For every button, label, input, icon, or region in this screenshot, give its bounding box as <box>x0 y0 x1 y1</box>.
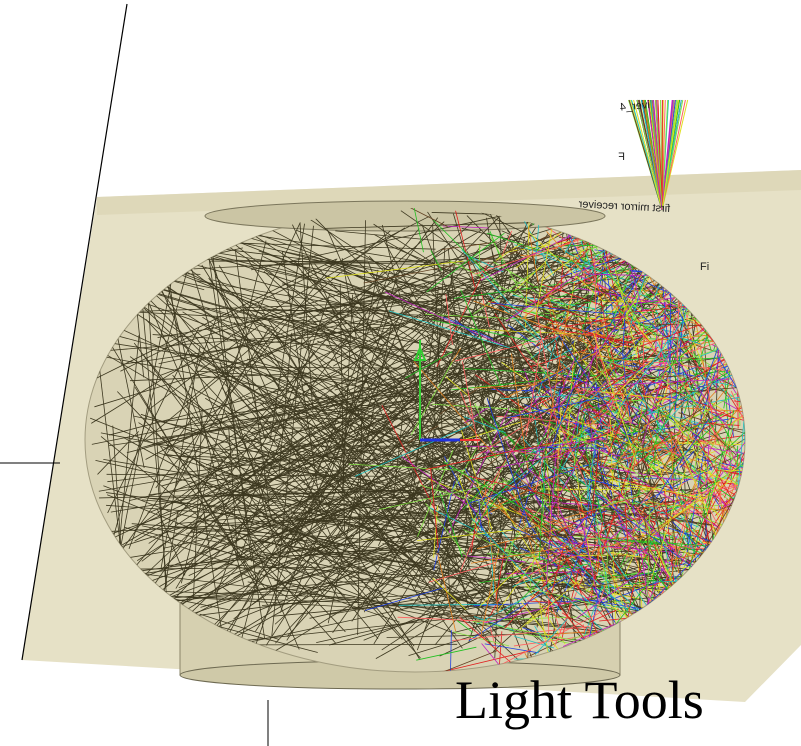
ray <box>254 644 457 645</box>
page: iver_4 F first mirror receiver Fi Light … <box>0 0 801 746</box>
side-label: Fi <box>700 261 709 273</box>
focus-label: F <box>618 151 625 163</box>
ray <box>643 321 644 373</box>
render-view: iver_4 F first mirror receiver Fi Light … <box>0 0 801 746</box>
caption: Light Tools <box>455 670 704 730</box>
